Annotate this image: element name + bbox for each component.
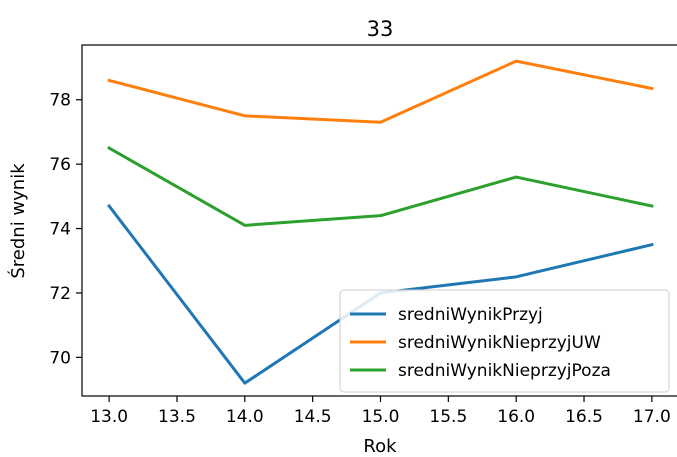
x-tick-label: 15.5 — [429, 407, 467, 427]
x-tick-label: 16.0 — [497, 407, 535, 427]
x-tick-label: 14.0 — [226, 407, 264, 427]
legend: sredniWynikPrzyj sredniWynikNieprzyjUW sre… — [339, 289, 670, 393]
x-tick-label: 13.5 — [158, 407, 196, 427]
y-axis-title: Średni wynik — [7, 163, 29, 279]
x-tick-label: 13.0 — [90, 407, 128, 427]
x-tick-label: 17.0 — [633, 407, 671, 427]
legend-box — [339, 289, 670, 393]
y-tick-label: 72 — [49, 284, 71, 304]
series-line-2 — [107, 59, 654, 124]
y-tick-label: 70 — [49, 348, 71, 368]
x-tick-label: 14.5 — [294, 407, 332, 427]
y-tick-label: 76 — [49, 155, 71, 175]
y-tick-label: 78 — [49, 91, 71, 111]
series-line-3 — [107, 146, 654, 227]
x-tick-label: 15.0 — [362, 407, 400, 427]
legend-label-2: sredniWynikNieprzyjUW — [398, 333, 601, 353]
y-axis: 70 72 74 76 78 — [49, 91, 82, 368]
legend-label-3: sredniWynikNieprzyjPoza — [398, 361, 611, 381]
x-axis-title: Rok — [363, 436, 397, 457]
x-axis: 13.0 13.5 14.0 14.5 15.0 15.5 16.0 16.5 17.0 — [90, 396, 671, 427]
x-tick-label: 16.5 — [565, 407, 603, 427]
chart-title: 33 — [367, 17, 394, 41]
y-tick-label: 74 — [49, 220, 71, 240]
legend-label-1: sredniWynikPrzyj — [398, 305, 543, 325]
